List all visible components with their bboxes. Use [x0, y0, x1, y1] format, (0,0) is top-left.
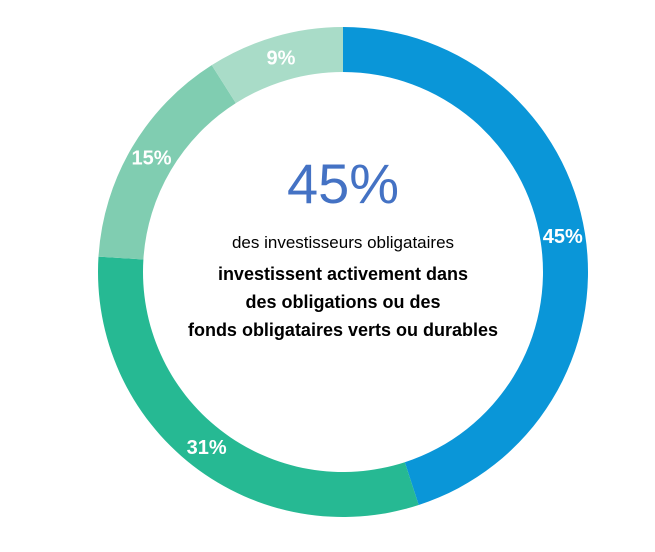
- donut-slices: [97, 27, 588, 517]
- donut-slice-3: [98, 65, 236, 260]
- slice-label-3: 15%: [131, 148, 171, 170]
- donut-slice-2: [97, 256, 419, 517]
- center-text-line-2: investissent activement dans: [217, 264, 469, 284]
- slice-label-4: 9%: [266, 47, 295, 69]
- donut-slice-1: [343, 27, 588, 506]
- donut-slice-labels: 45% 31% 15% 9%: [131, 47, 583, 458]
- center-text-line-4: fonds obligataires verts ou durables: [187, 320, 499, 340]
- donut-center-text: 45% des investisseurs obligataires inves…: [163, 150, 523, 344]
- donut-slice-4: [211, 27, 343, 104]
- center-text-line-3: des obligations ou des: [245, 292, 441, 312]
- headline-percentage: 45%: [286, 152, 400, 215]
- slice-label-1: 45%: [543, 226, 583, 248]
- slice-label-2: 31%: [187, 437, 227, 459]
- center-text-line-1: des investisseurs obligataires: [231, 233, 455, 252]
